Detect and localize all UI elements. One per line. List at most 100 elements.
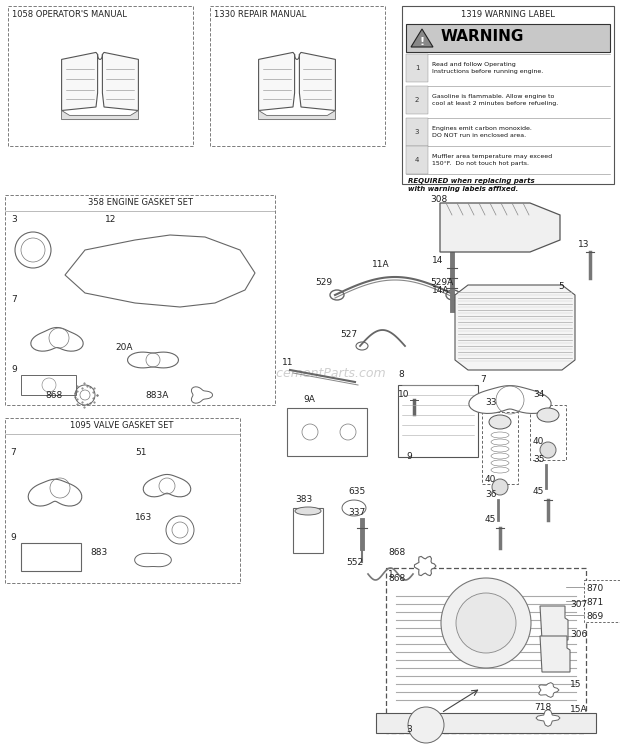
Text: 883: 883 bbox=[90, 548, 107, 557]
Text: 871: 871 bbox=[586, 598, 603, 607]
Polygon shape bbox=[192, 387, 213, 403]
Bar bbox=[530, 405, 566, 460]
Text: 14: 14 bbox=[432, 256, 443, 265]
Ellipse shape bbox=[489, 415, 511, 429]
Bar bbox=[402, 6, 614, 184]
Text: 358 ENGINE GASKET SET: 358 ENGINE GASKET SET bbox=[87, 198, 192, 207]
Text: 34: 34 bbox=[533, 390, 544, 399]
Polygon shape bbox=[143, 475, 191, 497]
Bar bbox=[406, 146, 428, 174]
Polygon shape bbox=[536, 710, 560, 726]
Bar bbox=[376, 713, 596, 733]
Bar bbox=[210, 6, 385, 146]
Text: 163: 163 bbox=[135, 513, 153, 522]
Bar bbox=[21, 375, 76, 395]
Text: 11A: 11A bbox=[372, 260, 389, 269]
Bar bbox=[406, 118, 428, 146]
Circle shape bbox=[492, 479, 508, 495]
Bar bbox=[406, 86, 428, 114]
Text: 5: 5 bbox=[558, 282, 564, 291]
Text: 1: 1 bbox=[415, 65, 419, 71]
Polygon shape bbox=[342, 500, 366, 516]
Text: 8: 8 bbox=[398, 370, 404, 379]
Text: 9: 9 bbox=[406, 452, 412, 461]
Text: 35: 35 bbox=[533, 455, 544, 464]
Text: 10: 10 bbox=[398, 390, 409, 399]
Polygon shape bbox=[440, 203, 560, 252]
Bar bbox=[406, 54, 428, 82]
Polygon shape bbox=[28, 479, 82, 506]
Text: 1330 REPAIR MANUAL: 1330 REPAIR MANUAL bbox=[214, 10, 306, 19]
Text: REQUIRED when replacing parts
with warning labels affixed.: REQUIRED when replacing parts with warni… bbox=[408, 178, 534, 192]
Bar bbox=[398, 385, 478, 457]
Bar bbox=[406, 24, 610, 52]
Text: 883A: 883A bbox=[145, 391, 169, 400]
Text: 7: 7 bbox=[480, 375, 485, 384]
Text: Read and follow Operating
Instructions before running engine.: Read and follow Operating Instructions b… bbox=[432, 62, 543, 74]
Polygon shape bbox=[540, 606, 568, 640]
Text: 306: 306 bbox=[570, 630, 587, 639]
Text: 3: 3 bbox=[11, 215, 17, 224]
Text: 529A: 529A bbox=[430, 278, 453, 287]
Text: 870: 870 bbox=[586, 584, 603, 593]
Text: 40: 40 bbox=[533, 437, 544, 446]
Text: 1095 VALVE GASKET SET: 1095 VALVE GASKET SET bbox=[70, 421, 174, 430]
Bar bbox=[482, 412, 518, 484]
Text: 1319 WARNING LABEL: 1319 WARNING LABEL bbox=[461, 10, 555, 19]
Text: 51: 51 bbox=[135, 448, 146, 457]
Ellipse shape bbox=[537, 408, 559, 422]
Text: 45: 45 bbox=[533, 487, 544, 496]
Text: 718: 718 bbox=[534, 703, 551, 712]
Polygon shape bbox=[61, 52, 97, 111]
Text: 308: 308 bbox=[430, 195, 447, 204]
Polygon shape bbox=[128, 352, 179, 368]
Text: 45: 45 bbox=[485, 515, 497, 524]
Text: 15: 15 bbox=[570, 680, 582, 689]
Bar bbox=[386, 568, 586, 733]
Ellipse shape bbox=[295, 507, 321, 515]
Circle shape bbox=[540, 442, 556, 458]
Text: eReplacementParts.com: eReplacementParts.com bbox=[234, 368, 386, 380]
Text: Engines emit carbon monoxide.
DO NOT run in enclosed area.: Engines emit carbon monoxide. DO NOT run… bbox=[432, 126, 532, 138]
Polygon shape bbox=[469, 385, 551, 414]
Bar bbox=[293, 508, 323, 553]
Circle shape bbox=[441, 578, 531, 668]
Bar bbox=[584, 580, 620, 622]
Polygon shape bbox=[299, 52, 335, 111]
Text: 9: 9 bbox=[11, 365, 17, 374]
Text: 2: 2 bbox=[415, 97, 419, 103]
Polygon shape bbox=[259, 111, 335, 120]
Text: 36: 36 bbox=[485, 490, 497, 499]
Text: 527: 527 bbox=[340, 330, 357, 339]
Bar bbox=[21, 543, 81, 571]
Text: 383: 383 bbox=[295, 495, 312, 504]
Text: 307: 307 bbox=[570, 600, 587, 609]
Polygon shape bbox=[539, 682, 559, 697]
Text: 869: 869 bbox=[586, 612, 603, 621]
Bar bbox=[5, 418, 240, 583]
Text: !: ! bbox=[420, 37, 425, 47]
Text: 3: 3 bbox=[406, 725, 412, 734]
Polygon shape bbox=[411, 29, 433, 47]
Text: 11: 11 bbox=[282, 358, 293, 367]
Text: 3: 3 bbox=[415, 129, 419, 135]
Text: 868: 868 bbox=[45, 391, 62, 400]
Text: 529: 529 bbox=[315, 278, 332, 287]
Text: 4: 4 bbox=[415, 157, 419, 163]
Polygon shape bbox=[540, 636, 570, 672]
Circle shape bbox=[408, 707, 444, 743]
Text: 868: 868 bbox=[388, 548, 405, 557]
Text: 33: 33 bbox=[485, 398, 497, 407]
Text: 20A: 20A bbox=[115, 343, 133, 352]
Polygon shape bbox=[31, 327, 83, 351]
Text: 1058 OPERATOR'S MANUAL: 1058 OPERATOR'S MANUAL bbox=[12, 10, 127, 19]
Bar bbox=[5, 195, 275, 405]
Text: Muffler area temperature may exceed
150°F.  Do not touch hot parts.: Muffler area temperature may exceed 150°… bbox=[432, 155, 552, 166]
Text: 9: 9 bbox=[10, 533, 16, 542]
Text: 7: 7 bbox=[11, 295, 17, 304]
Text: 15A: 15A bbox=[570, 705, 588, 714]
Text: Gasoline is flammable. Allow engine to
cool at least 2 minutes before refueling.: Gasoline is flammable. Allow engine to c… bbox=[432, 94, 558, 106]
Polygon shape bbox=[65, 235, 255, 307]
Text: 7: 7 bbox=[10, 448, 16, 457]
Circle shape bbox=[456, 593, 516, 653]
